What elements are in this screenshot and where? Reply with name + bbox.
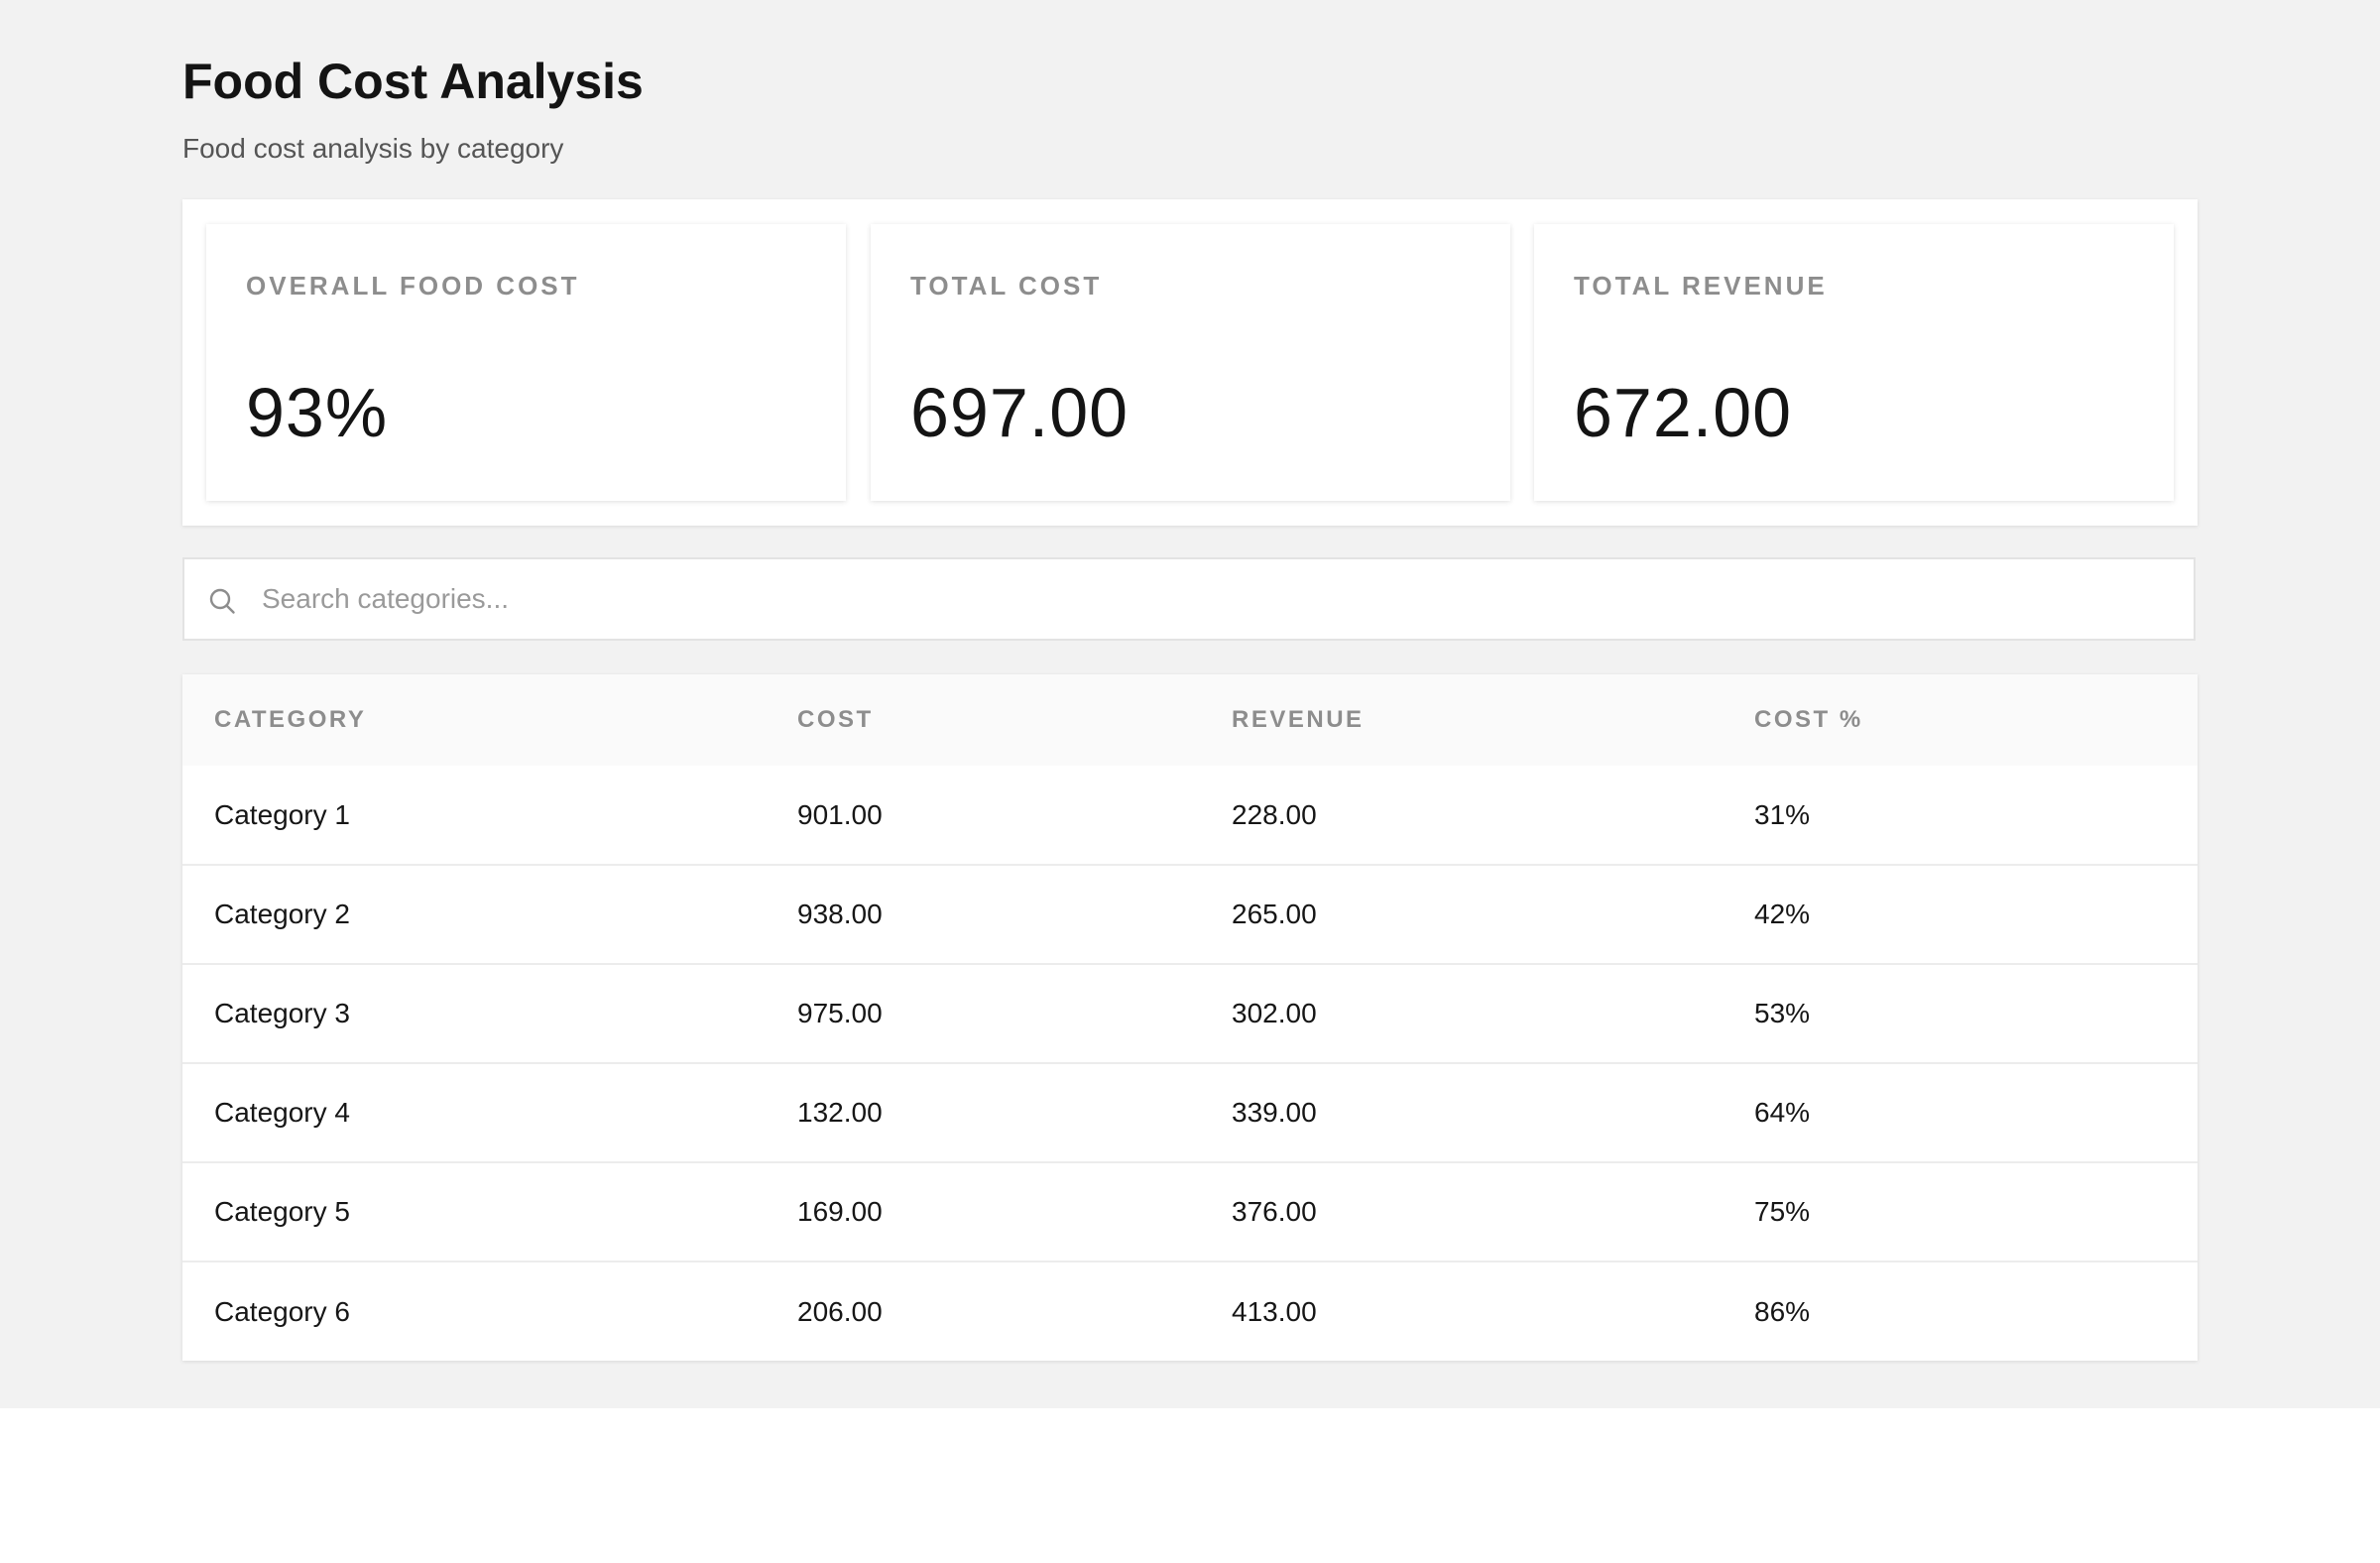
cell-category: Category 3 (214, 998, 350, 1028)
column-header-cost[interactable]: COST (797, 706, 874, 733)
category-table: CATEGORY COST REVENUE COST % Category 1 … (182, 674, 2198, 1361)
cell-cost: 132.00 (797, 1097, 883, 1128)
cell-cost: 938.00 (797, 899, 883, 929)
table-row[interactable]: Category 2 938.00 265.00 42% (182, 865, 2198, 964)
column-header-cost-percent[interactable]: COST % (1754, 706, 1863, 733)
cell-cost-percent: 75% (1754, 1196, 1811, 1227)
column-header-category[interactable]: CATEGORY (214, 706, 367, 733)
table-row[interactable]: Category 1 901.00 228.00 31% (182, 766, 2198, 865)
column-header-revenue[interactable]: REVENUE (1232, 706, 1365, 733)
cell-cost-percent: 42% (1754, 899, 1811, 929)
cell-revenue: 376.00 (1232, 1196, 1317, 1227)
stat-card-overall-food-cost: OVERALL FOOD COST 93% (206, 224, 846, 501)
table-row[interactable]: Category 4 132.00 339.00 64% (182, 1063, 2198, 1162)
cell-cost-percent: 31% (1754, 798, 1811, 830)
search-box[interactable] (182, 557, 2196, 641)
stat-card-total-revenue: TOTAL REVENUE 672.00 (1534, 224, 2174, 501)
cell-cost: 206.00 (797, 1295, 883, 1327)
table-header-row: CATEGORY COST REVENUE COST % (182, 674, 2198, 766)
page-subtitle: Food cost analysis by category (182, 133, 564, 164)
cell-revenue: 228.00 (1232, 798, 1317, 830)
stats-panel: OVERALL FOOD COST 93% TOTAL COST 697.00 … (182, 199, 2198, 526)
stat-value: 672.00 (1574, 374, 1793, 451)
page-title: Food Cost Analysis (182, 54, 644, 109)
stat-label: TOTAL COST (910, 271, 1103, 301)
cell-category: Category 6 (214, 1295, 350, 1327)
cell-revenue: 413.00 (1232, 1295, 1317, 1327)
stat-value: 93% (246, 374, 389, 451)
cell-revenue: 302.00 (1232, 998, 1317, 1028)
search-icon (209, 588, 235, 614)
stat-label: OVERALL FOOD COST (246, 271, 580, 301)
cell-cost-percent: 64% (1754, 1097, 1811, 1128)
cell-cost: 901.00 (797, 798, 883, 830)
table-row[interactable]: Category 5 169.00 376.00 75% (182, 1162, 2198, 1262)
cell-category: Category 5 (214, 1196, 350, 1227)
search-input[interactable] (262, 571, 2166, 627)
cell-cost: 169.00 (797, 1196, 883, 1227)
cell-cost: 975.00 (797, 998, 883, 1028)
table-row[interactable]: Category 3 975.00 302.00 53% (182, 964, 2198, 1063)
stat-label: TOTAL REVENUE (1574, 271, 1828, 301)
cell-revenue: 265.00 (1232, 899, 1317, 929)
cell-category: Category 1 (214, 798, 350, 830)
cell-cost-percent: 86% (1754, 1295, 1811, 1327)
stat-card-total-cost: TOTAL COST 697.00 (871, 224, 1510, 501)
cell-category: Category 2 (214, 899, 350, 929)
table-row[interactable]: Category 6 206.00 413.00 86% (182, 1262, 2198, 1361)
cell-category: Category 4 (214, 1097, 350, 1128)
category-table-card: CATEGORY COST REVENUE COST % Category 1 … (182, 674, 2198, 1361)
app-root: Food Cost Analysis Food cost analysis by… (0, 0, 2380, 1408)
stat-value: 697.00 (910, 374, 1130, 451)
cell-cost-percent: 53% (1754, 998, 1811, 1028)
cell-revenue: 339.00 (1232, 1097, 1317, 1128)
